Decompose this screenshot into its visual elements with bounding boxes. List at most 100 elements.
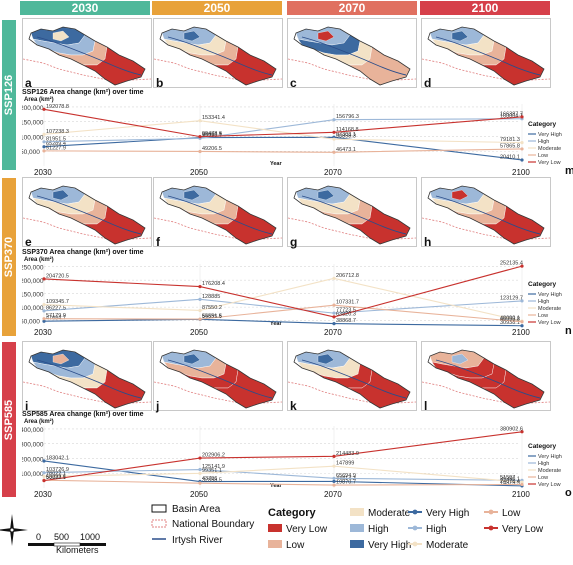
- data-label: 50022.1: [46, 475, 66, 481]
- data-label: 107238.3: [46, 129, 69, 135]
- x-tick-label: 2100: [512, 490, 530, 498]
- category-swatch: [268, 524, 282, 532]
- basin-outline: [427, 26, 545, 86]
- basin-area-swatch: [151, 504, 167, 513]
- data-label: 39350.1: [500, 477, 520, 483]
- series-point: [520, 480, 524, 484]
- series-point: [520, 115, 524, 119]
- y-tick-label: 100,000: [22, 134, 44, 141]
- data-label: 53233.6: [46, 475, 66, 481]
- series-line: [43, 431, 523, 482]
- irtysh-river: [301, 195, 407, 235]
- series-point: [332, 315, 336, 319]
- x-tick-label: 2100: [512, 168, 530, 176]
- basin-map-svg: [422, 349, 550, 409]
- scenario-band: SSP126: [2, 20, 16, 170]
- series-point: [198, 317, 202, 321]
- chart-title: SSP585 Area change (km²) over time: [22, 411, 144, 418]
- map-letter: a: [25, 76, 32, 90]
- basin-map: [287, 341, 417, 411]
- category-label: Low: [286, 540, 305, 551]
- data-label: 90858.3: [336, 134, 356, 140]
- basin-map-svg: [288, 26, 416, 86]
- data-label: 65289.4: [46, 141, 66, 147]
- series-point: [520, 147, 524, 151]
- x-tick-label: 2030: [34, 490, 52, 498]
- x-axis-label: Year: [270, 161, 282, 167]
- x-axis-label: Year: [270, 483, 282, 489]
- chart-letter: m: [565, 165, 573, 176]
- basin-outline: [427, 185, 545, 245]
- series-point: [332, 483, 336, 487]
- series-point: [42, 107, 46, 111]
- data-label: 380902.6: [500, 426, 523, 432]
- series-point: [42, 474, 46, 479]
- data-label: 99351.1: [202, 468, 222, 474]
- line-legend-dot: [412, 525, 418, 531]
- data-label: 51597: [500, 475, 515, 481]
- map-letter: i: [25, 399, 29, 413]
- series-point: [332, 479, 336, 483]
- data-label: 156796.3: [336, 114, 359, 120]
- category-label: Very High: [368, 540, 411, 551]
- basin-map-svg: [23, 349, 151, 409]
- series-point: [332, 476, 336, 480]
- y-tick-label: 250,000: [22, 265, 44, 272]
- scale-label: 1000: [80, 532, 100, 542]
- x-tick-label: 2030: [34, 168, 52, 176]
- legend-label: Very Low: [538, 160, 561, 166]
- basin-outline: [293, 26, 411, 86]
- map-letter: e: [25, 235, 32, 249]
- series-point: [332, 118, 336, 122]
- series-point: [332, 322, 336, 326]
- basin-map-svg: [422, 185, 550, 245]
- y-tick-label: 200,000: [22, 456, 44, 463]
- scale-label: 0: [36, 532, 41, 542]
- series-point: [520, 264, 524, 268]
- series-point: [42, 319, 46, 323]
- data-label: 86227.5: [46, 305, 66, 311]
- legend-irtysh-river: Irtysh River: [172, 535, 223, 546]
- x-tick-label: 2070: [324, 328, 342, 336]
- basin-outline: [159, 185, 277, 245]
- basin-outline: [28, 185, 146, 245]
- year-header: 2030: [20, 1, 150, 15]
- data-label: 128885: [202, 294, 220, 300]
- scale-unit: Kilometers: [56, 545, 99, 555]
- series-point: [332, 137, 336, 141]
- area-chart-svg: 200,000 150,000 100,000 50,000 SSP126 Area c…: [22, 89, 573, 176]
- scenario-label: SSP370: [3, 236, 15, 278]
- legend-label: Low: [538, 313, 548, 319]
- y-tick-label: 300,000: [22, 442, 44, 449]
- area-chart: 250,000 200,000 150,000 100,000 50,000 SSP370…: [22, 248, 573, 336]
- basin-map-svg: [23, 185, 151, 245]
- data-label: 65694.9: [336, 473, 356, 479]
- north-arrow-icon: [10, 530, 14, 546]
- irtysh-river: [301, 36, 407, 76]
- x-tick-label: 2070: [324, 168, 342, 176]
- map-letter: j: [156, 399, 160, 413]
- series-point: [198, 471, 202, 475]
- y-tick-label: 150,000: [22, 292, 44, 299]
- category-swatch: [350, 508, 364, 516]
- series-point: [42, 132, 46, 136]
- irtysh-river: [435, 36, 541, 76]
- data-label: 46473.1: [336, 147, 356, 153]
- basin-map-svg: [23, 26, 151, 86]
- series-point: [198, 481, 202, 485]
- series-point: [520, 324, 524, 328]
- series-point: [42, 479, 46, 483]
- series-point: [332, 303, 336, 307]
- series-point: [198, 467, 202, 472]
- basin-map: [421, 177, 551, 247]
- basin-map-svg: [154, 349, 282, 409]
- x-tick-label: 2030: [34, 328, 52, 336]
- scenario-band: SSP585: [2, 342, 16, 497]
- data-label: 49206.5: [202, 146, 222, 152]
- data-label: 166387.7: [500, 111, 523, 117]
- series-point: [42, 471, 46, 475]
- line-legend-label: High: [426, 524, 447, 535]
- data-label: 77723.5: [336, 308, 356, 314]
- area-chart: 400,000 300,000 200,000 100,000 SSP585 Area …: [22, 410, 573, 498]
- series-point: [332, 454, 336, 458]
